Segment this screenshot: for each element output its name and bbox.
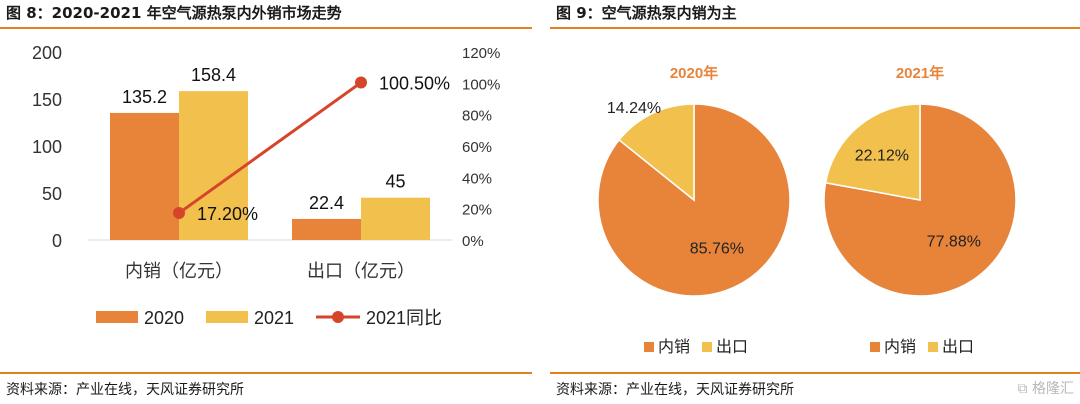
pie-legend-swatch bbox=[702, 342, 712, 352]
legend-label: 2021 bbox=[254, 308, 294, 328]
bar-data-label: 45 bbox=[385, 172, 405, 192]
figure-9-bottom-rule bbox=[550, 372, 1080, 374]
y-right-axis-tick-label: 80% bbox=[462, 108, 492, 125]
y-right-axis-tick-label: 60% bbox=[462, 139, 492, 156]
pie-slice-label: 14.24% bbox=[607, 100, 661, 117]
legend-marker bbox=[332, 311, 344, 323]
pie-slice-出口 bbox=[618, 103, 695, 202]
line-series-2021同比 bbox=[178, 81, 362, 215]
pie-legend-label: 出口 bbox=[716, 338, 748, 356]
figure-9-chart: 2020年 85.76% 14.24% 内销 出口 2021年 77.88% 22.12% 内销… bbox=[597, 64, 1017, 356]
bar-data-label: 158.4 bbox=[191, 65, 236, 85]
figure-8-top-rule bbox=[0, 27, 532, 29]
y-right-axis-tick-label: 0% bbox=[462, 233, 484, 250]
legend-label: 2020 bbox=[144, 308, 184, 328]
pie-legend-label: 内销 bbox=[884, 338, 916, 356]
y-axis-tick-label: 200 bbox=[32, 43, 62, 63]
pie-title: 2021年 bbox=[896, 64, 944, 82]
line-point bbox=[173, 207, 185, 220]
figure-9-title: 图 9：空气源热泵内销为主 bbox=[556, 4, 737, 22]
figure-9-panel: 图 9：空气源热泵内销为主 2020年 85.76% 14.24% 内销 出口 2021年… bbox=[550, 0, 1080, 404]
legend-label: 2021同比 bbox=[366, 308, 442, 328]
line-point bbox=[355, 76, 367, 89]
x-axis-category-label: 内销（亿元） bbox=[125, 261, 233, 281]
bar-data-label: 135.2 bbox=[122, 87, 167, 107]
pie-slice-label: 77.88% bbox=[927, 234, 981, 251]
figure-9-source: 资料来源：产业在线，天风证券研究所 bbox=[556, 382, 794, 398]
bar-2021-1 bbox=[361, 197, 430, 240]
y-right-axis-tick-label: 40% bbox=[462, 170, 492, 187]
y-right-axis-tick-label: 120% bbox=[462, 45, 500, 62]
bar-2020-0 bbox=[110, 112, 179, 240]
figure-8-panel: 图 8：2020-2021 年空气源热泵内外销市场走势 0 50 100 150 200… bbox=[0, 0, 532, 404]
watermark-text: 格隆汇 bbox=[1032, 381, 1074, 397]
pie-slice-label: 22.12% bbox=[855, 147, 909, 164]
figure-9-top-rule bbox=[550, 27, 1080, 29]
y-axis-tick-label: 50 bbox=[42, 184, 62, 204]
bar-data-label: 22.4 bbox=[309, 193, 344, 213]
pie-title: 2020年 bbox=[670, 64, 718, 82]
y-axis-tick-label: 150 bbox=[32, 90, 62, 110]
figure-8-chart: 0 50 100 150 200 0% 20% 40% 60% 80% 100% 120% 内销（亿元）… bbox=[32, 43, 500, 328]
pie-slice-内销 bbox=[823, 103, 1017, 297]
y-right-axis-tick-label: 20% bbox=[462, 202, 492, 219]
bar-2020-1 bbox=[292, 218, 361, 240]
bar-2021-0 bbox=[179, 91, 248, 240]
legend-swatch bbox=[206, 311, 248, 323]
line-data-label: 17.20% bbox=[197, 204, 258, 224]
y-axis-tick-label: 0 bbox=[52, 231, 62, 251]
figure-8-source: 资料来源：产业在线，天风证券研究所 bbox=[6, 382, 244, 398]
figure-8-bottom-rule bbox=[0, 372, 532, 374]
y-right-axis-tick-label: 100% bbox=[462, 76, 500, 93]
figure-8-title: 图 8：2020-2021 年空气源热泵内外销市场走势 bbox=[6, 4, 342, 22]
legend-swatch bbox=[96, 311, 138, 323]
pie-legend-label: 内销 bbox=[658, 338, 690, 356]
x-axis-category-label: 出口（亿元） bbox=[307, 261, 415, 281]
pie-slice-label: 85.76% bbox=[690, 241, 744, 258]
watermark-logo: ⧉ 格隆汇 bbox=[1017, 381, 1074, 397]
pie-slice-出口 bbox=[824, 103, 921, 201]
y-axis-tick-label: 100 bbox=[32, 137, 62, 157]
pie-legend-swatch bbox=[644, 342, 654, 352]
pie-legend-label: 出口 bbox=[942, 338, 974, 356]
pie-legend-swatch bbox=[870, 342, 880, 352]
pie-slice-内销 bbox=[597, 103, 791, 297]
pie-legend-swatch bbox=[928, 342, 938, 352]
line-data-label: 100.50% bbox=[379, 74, 450, 94]
